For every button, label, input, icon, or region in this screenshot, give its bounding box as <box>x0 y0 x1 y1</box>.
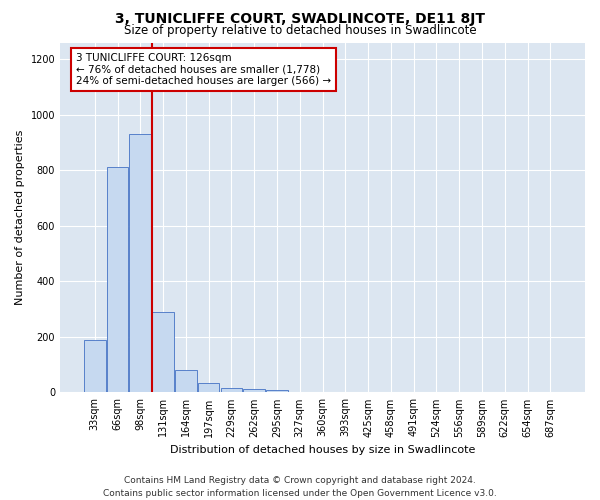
Bar <box>130 134 151 392</box>
Bar <box>266 390 288 392</box>
Bar <box>244 389 265 392</box>
Text: 3 TUNICLIFFE COURT: 126sqm
← 76% of detached houses are smaller (1,778)
24% of s: 3 TUNICLIFFE COURT: 126sqm ← 76% of deta… <box>76 53 331 86</box>
Bar <box>221 388 242 392</box>
Bar <box>84 340 106 392</box>
Bar <box>175 370 197 392</box>
Bar <box>152 312 174 392</box>
Y-axis label: Number of detached properties: Number of detached properties <box>15 130 25 305</box>
Text: Size of property relative to detached houses in Swadlincote: Size of property relative to detached ho… <box>124 24 476 37</box>
Bar <box>107 168 128 392</box>
Bar <box>198 384 220 392</box>
Text: Contains HM Land Registry data © Crown copyright and database right 2024.
Contai: Contains HM Land Registry data © Crown c… <box>103 476 497 498</box>
Text: 3, TUNICLIFFE COURT, SWADLINCOTE, DE11 8JT: 3, TUNICLIFFE COURT, SWADLINCOTE, DE11 8… <box>115 12 485 26</box>
X-axis label: Distribution of detached houses by size in Swadlincote: Distribution of detached houses by size … <box>170 445 475 455</box>
